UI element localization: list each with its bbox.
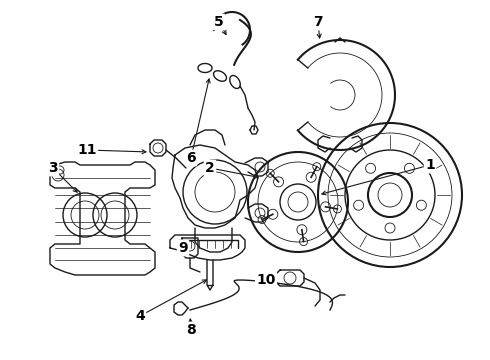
- Text: 5: 5: [214, 15, 224, 29]
- Text: 2: 2: [205, 161, 215, 175]
- Text: 4: 4: [135, 309, 145, 323]
- Text: 11: 11: [77, 143, 97, 157]
- Text: 8: 8: [186, 323, 196, 337]
- Text: 6: 6: [186, 151, 196, 165]
- Text: 7: 7: [313, 15, 323, 29]
- Text: 10: 10: [256, 273, 276, 287]
- Text: 3: 3: [48, 161, 58, 175]
- Text: 1: 1: [425, 158, 435, 172]
- Text: 9: 9: [178, 241, 188, 255]
